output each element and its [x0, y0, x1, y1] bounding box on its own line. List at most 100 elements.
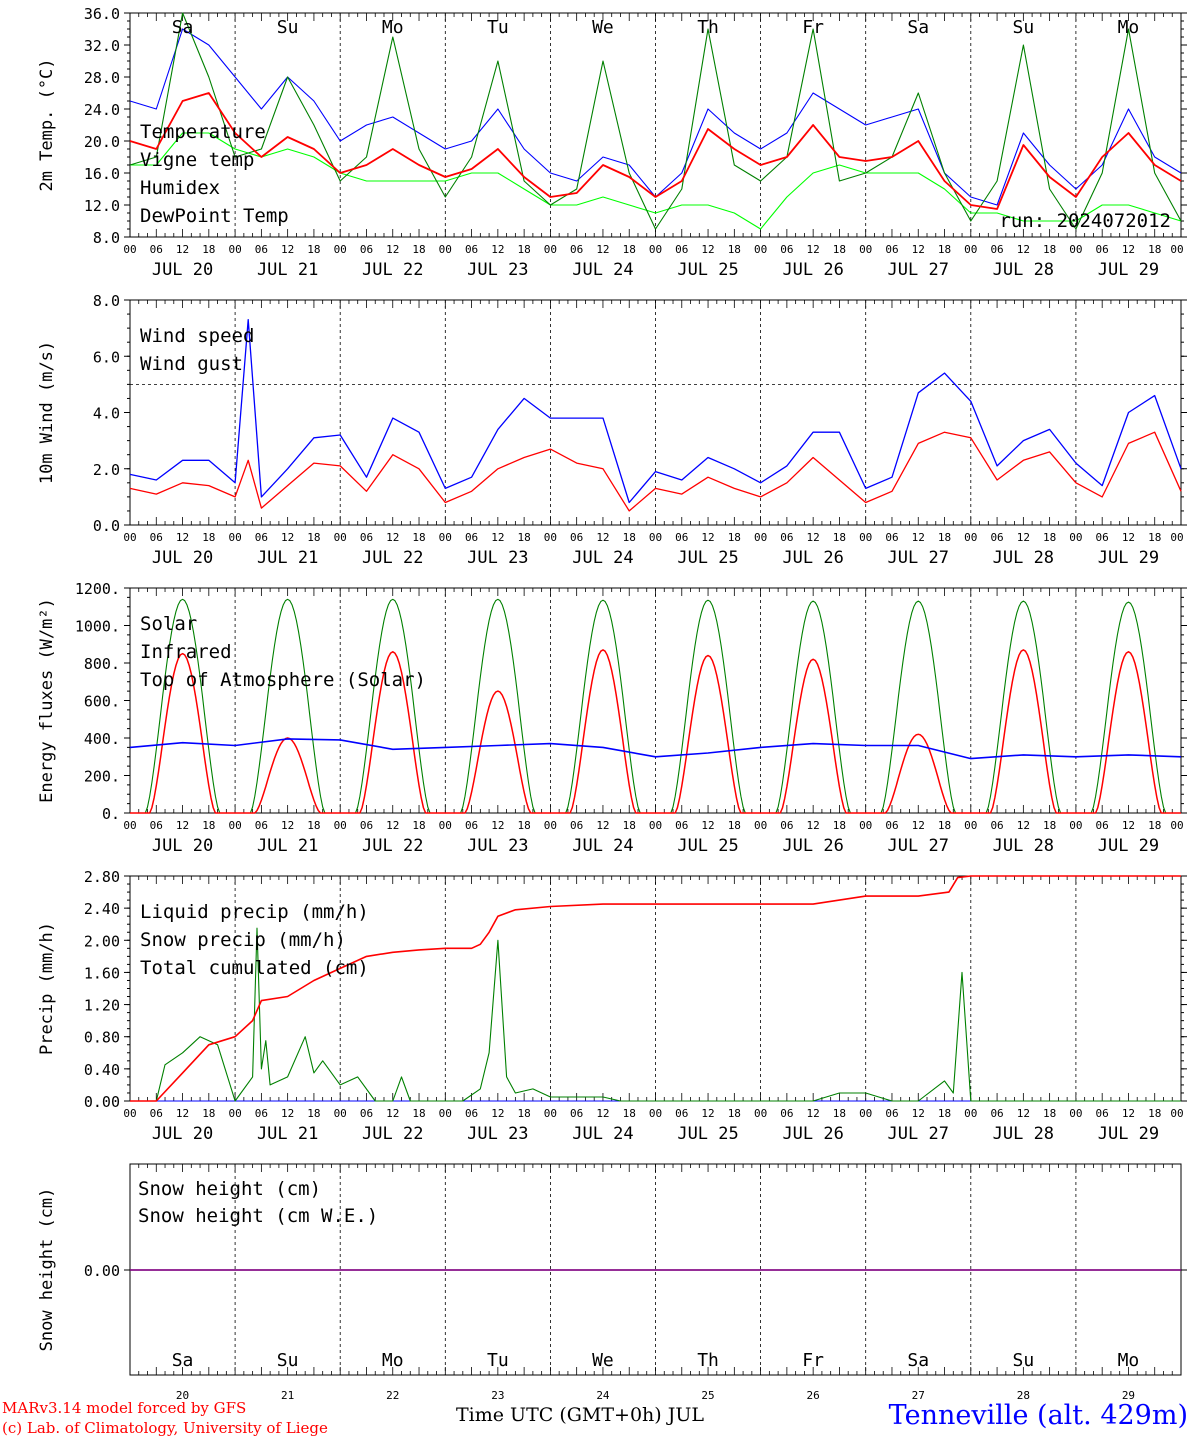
hour-label: 00 [544, 531, 557, 544]
weekday-label: Su [277, 17, 299, 38]
weekday-label: Tu [487, 17, 509, 38]
hour-label: 18 [518, 1107, 531, 1120]
weekday-label: Su [1013, 1350, 1035, 1371]
y-tick-label: 0. [102, 805, 120, 823]
hour-label: 00 [544, 819, 557, 832]
y-tick-label: 16.0 [84, 165, 120, 183]
dewpoint-line [130, 132, 1182, 230]
date-number: 26 [807, 1389, 820, 1402]
hour-label: 18 [728, 819, 741, 832]
y-tick-label: 0.00 [84, 1262, 120, 1280]
hour-label: 18 [307, 1107, 320, 1120]
date-label: JUL 27 [888, 836, 949, 856]
y-tick-label: 1.20 [84, 997, 120, 1015]
weekday-label: Sa [172, 1350, 194, 1371]
hour-label: 18 [412, 1107, 425, 1120]
y-tick-label: 0.00 [84, 1093, 120, 1111]
y-tick-label: 2.0 [93, 461, 120, 479]
weekday-label: Fr [802, 1350, 824, 1371]
hour-label: 12 [491, 1107, 504, 1120]
hour-label: 06 [465, 819, 478, 832]
hour-label: 12 [1017, 243, 1030, 256]
legend-entry: Vigne temp [140, 149, 254, 171]
date-label: JUL 23 [467, 260, 528, 280]
hour-label: 06 [885, 819, 898, 832]
hour-label: 12 [807, 243, 820, 256]
date-number: 21 [281, 1389, 294, 1402]
date-label: JUL 27 [888, 548, 949, 568]
hour-label: 18 [412, 531, 425, 544]
y-axis-label: 10m Wind (m/s) [37, 341, 57, 484]
hour-label: 12 [596, 819, 609, 832]
solar-line [130, 649, 1181, 814]
hour-label: 12 [281, 1107, 294, 1120]
hour-label: 12 [701, 1107, 714, 1120]
date-label: JUL 21 [257, 548, 318, 568]
hour-label: 18 [728, 243, 741, 256]
y-tick-label: 2.40 [84, 900, 120, 918]
hour-label: 06 [465, 243, 478, 256]
y-tick-label: 0.80 [84, 1029, 120, 1047]
hour-label: 00 [123, 1107, 136, 1120]
hour-label: 18 [623, 531, 636, 544]
date-label: JUL 26 [782, 836, 843, 856]
weekday-label: Sa [172, 17, 194, 38]
hour-label: 00 [1069, 531, 1082, 544]
hour-label: 00 [754, 1107, 767, 1120]
hour-label: 18 [412, 243, 425, 256]
hour-label: 06 [570, 531, 583, 544]
hour-label: 00 [859, 531, 872, 544]
hour-label: 12 [491, 531, 504, 544]
hour-label: 12 [596, 243, 609, 256]
hour-label: 00 [859, 819, 872, 832]
date-label: JUL 25 [677, 836, 738, 856]
hour-label: 00 [964, 243, 977, 256]
panel-4: 0.00 0.40 0.80 1.20 1.60 2.00 2.40 2.80 Liquid p… [37, 868, 1187, 1144]
hour-label: 06 [990, 1107, 1003, 1120]
date-label: JUL 28 [993, 548, 1054, 568]
temperature-line [129, 92, 1182, 210]
wind-speed-line [129, 431, 1182, 512]
y-tick-label: 28.0 [84, 69, 120, 87]
hour-label: 18 [833, 531, 846, 544]
date-number: 25 [701, 1389, 714, 1402]
hour-label: 12 [912, 531, 925, 544]
date-label: JUL 24 [572, 1124, 633, 1144]
hour-label: 18 [623, 243, 636, 256]
date-label: JUL 29 [1098, 260, 1159, 280]
hour-label: 06 [360, 243, 373, 256]
y-tick-label: 400. [84, 730, 120, 748]
hour-label: 12 [807, 819, 820, 832]
hour-label: 18 [728, 531, 741, 544]
hour-label: 00 [228, 1107, 241, 1120]
hour-label: 12 [386, 531, 399, 544]
hour-label: 06 [150, 1107, 163, 1120]
hour-label: 18 [938, 243, 951, 256]
hour-label: 00 [228, 243, 241, 256]
y-axis-label: 2m Temp. (°C) [37, 58, 57, 191]
hour-label: 06 [255, 819, 268, 832]
y-axis-label: Precip (mm/h) [37, 922, 57, 1055]
hour-label: 00 [1170, 819, 1183, 832]
legend-entry: Total cumulated (cm) [140, 957, 369, 979]
hour-label: 00 [649, 1107, 662, 1120]
hour-label: 00 [123, 531, 136, 544]
y-tick-label: 1.60 [84, 964, 120, 982]
hour-label: 00 [859, 243, 872, 256]
weekday-label: Mo [1118, 17, 1140, 38]
date-label: JUL 21 [257, 260, 318, 280]
hour-label: 18 [202, 531, 215, 544]
date-label: JUL 29 [1098, 836, 1159, 856]
hour-label: 12 [176, 243, 189, 256]
hour-label: 12 [1017, 819, 1030, 832]
date-label: JUL 23 [467, 836, 528, 856]
weekday-label: Mo [1118, 1350, 1140, 1371]
hour-label: 12 [1122, 819, 1135, 832]
date-label: JUL 21 [257, 1124, 318, 1144]
weekday-label: Mo [382, 1350, 404, 1371]
date-label: JUL 29 [1098, 548, 1159, 568]
weekday-label: Th [697, 17, 719, 38]
legend-entry: Infrared [140, 641, 232, 663]
hour-label: 12 [1017, 1107, 1030, 1120]
hour-label: 18 [518, 531, 531, 544]
